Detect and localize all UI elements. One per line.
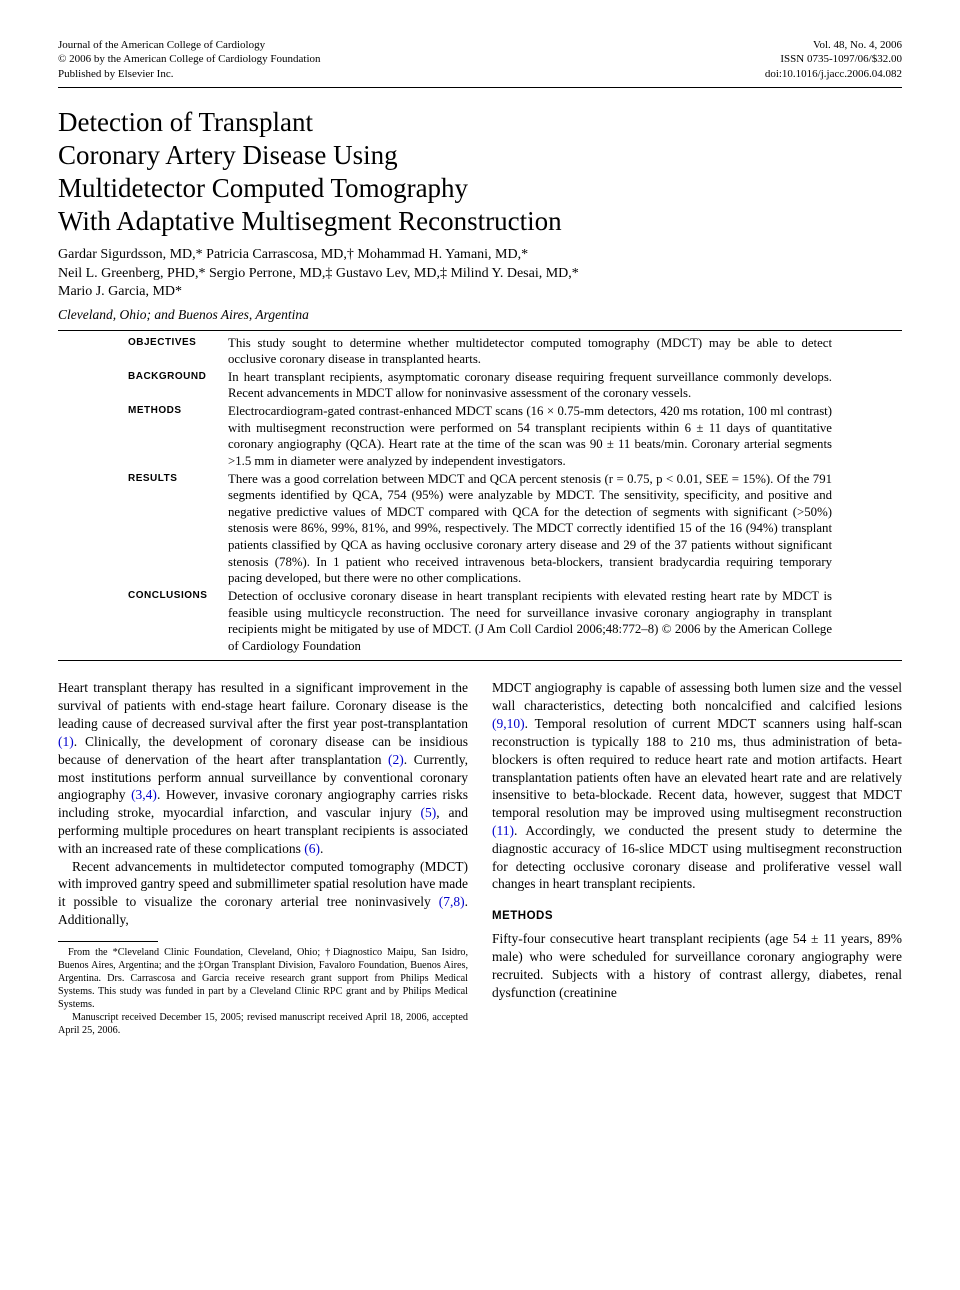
intro-para-1: Heart transplant therapy has resulted in…: [58, 679, 468, 857]
article-title: Detection of TransplantCoronary Artery D…: [58, 106, 902, 238]
column-left: Heart transplant therapy has resulted in…: [58, 679, 468, 1037]
header-left: Journal of the American College of Cardi…: [58, 38, 321, 81]
column-right: MDCT angiography is capable of assessing…: [492, 679, 902, 1037]
ref-link-6[interactable]: (6): [304, 841, 320, 856]
author-list: Gardar Sigurdsson, MD,* Patricia Carrasc…: [58, 246, 902, 303]
running-header: Journal of the American College of Cardi…: [58, 38, 902, 81]
issn-line: ISSN 0735-1097/06/$32.00: [765, 52, 902, 66]
abstract-label-methods: METHODS: [128, 403, 228, 470]
abstract-label-background: BACKGROUND: [128, 369, 228, 402]
abstract-conclusions: Detection of occlusive coronary disease …: [228, 588, 832, 655]
header-right: Vol. 48, No. 4, 2006 ISSN 0735-1097/06/$…: [765, 38, 902, 81]
affiliations: Cleveland, Ohio; and Buenos Aires, Argen…: [58, 306, 902, 323]
abstract-label-conclusions: CONCLUSIONS: [128, 588, 228, 655]
body-columns: Heart transplant therapy has resulted in…: [58, 679, 902, 1037]
abstract-background: In heart transplant recipients, asymptom…: [228, 369, 832, 402]
publisher-line: Published by Elsevier Inc.: [58, 67, 321, 81]
abstract-objectives: This study sought to determine whether m…: [228, 335, 832, 368]
abstract: OBJECTIVES This study sought to determin…: [128, 335, 832, 655]
methods-para-1: Fifty-four consecutive heart transplant …: [492, 930, 902, 1001]
ref-link-9-10[interactable]: (9,10): [492, 716, 525, 731]
intro-para-2: Recent advancements in multidetector com…: [58, 858, 468, 929]
ref-link-11[interactable]: (11): [492, 823, 514, 838]
volume-line: Vol. 48, No. 4, 2006: [765, 38, 902, 52]
rule-top: [58, 87, 902, 88]
doi-line: doi:10.1016/j.jacc.2006.04.082: [765, 67, 902, 81]
footnote-dates: Manuscript received December 15, 2005; r…: [58, 1011, 468, 1037]
footnotes: From the *Cleveland Clinic Foundation, C…: [58, 946, 468, 1037]
ref-link-7-8[interactable]: (7,8): [439, 894, 465, 909]
ref-link-5[interactable]: (5): [421, 805, 437, 820]
abstract-label-objectives: OBJECTIVES: [128, 335, 228, 368]
ref-link-1[interactable]: (1): [58, 734, 74, 749]
footnote-rule: [58, 941, 158, 942]
rule-below-abstract: [58, 660, 902, 661]
abstract-label-results: RESULTS: [128, 471, 228, 587]
abstract-results: There was a good correlation between MDC…: [228, 471, 832, 587]
abstract-methods: Electrocardiogram-gated contrast-enhance…: [228, 403, 832, 470]
ref-link-2[interactable]: (2): [388, 752, 404, 767]
copyright-line: © 2006 by the American College of Cardio…: [58, 52, 321, 66]
methods-heading: METHODS: [492, 909, 902, 924]
journal-name: Journal of the American College of Cardi…: [58, 38, 321, 52]
footnote-affiliations: From the *Cleveland Clinic Foundation, C…: [58, 946, 468, 1011]
intro-para-3: MDCT angiography is capable of assessing…: [492, 679, 902, 893]
rule-above-abstract: [58, 330, 902, 331]
ref-link-3-4[interactable]: (3,4): [131, 787, 157, 802]
